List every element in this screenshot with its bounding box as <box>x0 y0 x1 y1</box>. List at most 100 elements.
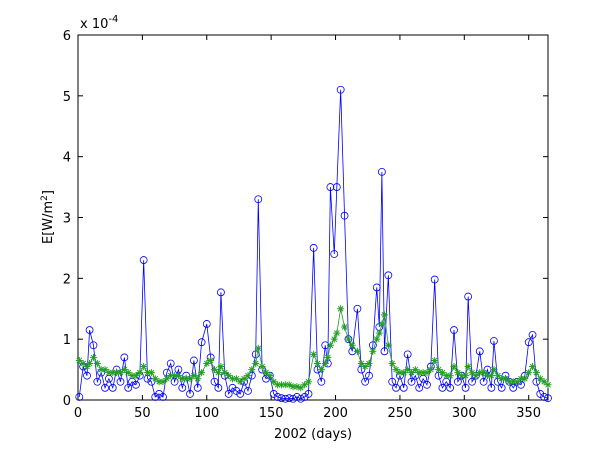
star-marker <box>317 366 325 374</box>
star-marker <box>375 329 383 337</box>
star-marker <box>285 381 293 389</box>
circle-marker <box>108 383 117 392</box>
x-tick-label: 150 <box>259 406 284 421</box>
star-marker <box>225 372 233 380</box>
circle-marker <box>75 393 84 401</box>
circle-marker <box>281 394 290 403</box>
star-marker <box>252 360 260 367</box>
star-marker <box>167 372 175 380</box>
x-tick-label: 200 <box>323 406 348 421</box>
circle-marker <box>388 377 397 386</box>
star-marker <box>427 366 435 374</box>
circle-marker <box>430 275 439 284</box>
circle-marker <box>384 271 393 280</box>
circle-marker <box>487 383 496 392</box>
star-marker <box>369 347 377 355</box>
star-marker <box>540 378 548 386</box>
star-marker <box>525 369 533 377</box>
circle-marker <box>85 326 94 334</box>
circle-marker <box>124 383 133 392</box>
star-marker <box>124 369 132 377</box>
star-marker <box>365 360 373 367</box>
x-axis-label: 2002 (days) <box>274 427 352 442</box>
circle-marker <box>392 383 400 392</box>
star-marker <box>532 369 540 377</box>
star-marker <box>190 372 198 380</box>
star-marker <box>236 378 244 386</box>
star-marker <box>326 341 334 349</box>
circle-marker <box>186 390 194 398</box>
x-tick-label: 0 <box>74 406 82 421</box>
star-marker <box>221 369 229 377</box>
star-marker <box>128 372 136 380</box>
circle-marker <box>189 356 198 365</box>
circle-marker <box>464 292 473 301</box>
star-marker <box>289 383 297 391</box>
circle-marker <box>93 377 102 386</box>
star-marker <box>476 369 484 377</box>
star-marker <box>400 369 408 377</box>
circle-marker <box>497 383 506 392</box>
star-marker <box>113 369 121 377</box>
circle-marker <box>524 338 533 347</box>
star-marker <box>314 360 322 367</box>
y-tick-label: 0 <box>63 394 71 409</box>
star-marker <box>411 366 419 374</box>
star-marker <box>93 360 101 367</box>
circle-marker <box>120 353 129 362</box>
star-marker <box>89 353 97 361</box>
star-marker <box>151 375 159 383</box>
star-marker <box>203 360 211 367</box>
star-marker <box>310 350 318 358</box>
star-marker <box>388 360 396 367</box>
star-marker <box>450 363 458 371</box>
y-label-sup: 2 <box>40 195 50 201</box>
star-marker <box>480 369 488 377</box>
circle-marker <box>330 250 339 258</box>
y-tick-label: 4 <box>63 151 71 166</box>
star-marker <box>324 353 332 361</box>
star-marker <box>361 363 369 371</box>
y-label-end: ] <box>41 190 56 195</box>
circle-marker <box>544 394 552 403</box>
star-marker <box>101 366 109 374</box>
star-marker <box>116 369 124 377</box>
star-marker <box>120 366 128 374</box>
circle-marker <box>217 288 225 297</box>
circle-marker <box>236 390 245 398</box>
star-marker <box>248 366 256 374</box>
circle-marker <box>296 394 305 403</box>
circle-marker <box>403 350 412 359</box>
circle-marker <box>202 320 211 328</box>
star-marker <box>270 378 278 386</box>
circle-marker <box>309 244 318 252</box>
star-marker <box>277 381 285 389</box>
x-tick-label: 50 <box>134 406 151 421</box>
star-marker <box>378 320 386 328</box>
circle-marker <box>361 377 370 386</box>
star-marker <box>502 375 510 383</box>
y-exponent: x 10-4 <box>80 14 118 32</box>
star-marker <box>408 369 416 377</box>
circle-marker <box>490 337 498 345</box>
circle-marker <box>132 380 140 389</box>
y-tick-label: 6 <box>63 29 71 44</box>
star-marker <box>404 366 412 374</box>
circle-marker <box>528 331 537 339</box>
star-marker <box>301 381 309 389</box>
star-marker <box>262 369 270 377</box>
circle-marker <box>83 371 91 380</box>
circle-marker <box>193 383 202 392</box>
circle-marker <box>423 380 431 389</box>
star-marker <box>396 369 404 377</box>
circle-marker <box>178 383 187 392</box>
star-marker <box>266 372 274 380</box>
star-marker <box>186 375 194 383</box>
star-marker <box>281 381 289 389</box>
star-marker <box>75 356 83 364</box>
star-marker <box>498 375 506 383</box>
star-marker <box>431 356 439 364</box>
star-marker <box>344 335 352 343</box>
star-marker <box>529 363 537 371</box>
star-marker <box>83 363 91 371</box>
